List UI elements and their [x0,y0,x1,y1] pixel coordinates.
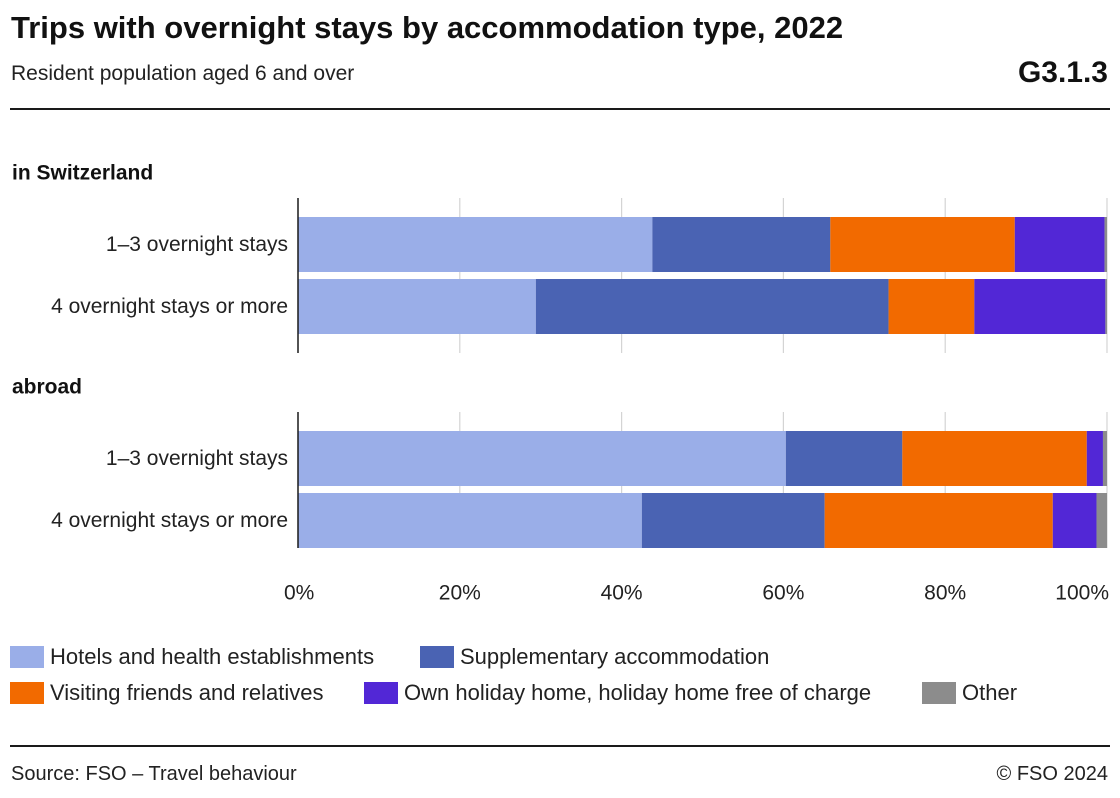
bar-segment [888,279,975,334]
footer-divider [10,745,1110,747]
bar-segment [1014,217,1105,272]
legend-item-visiting: Visiting friends and relatives [10,678,324,708]
chart-title: Trips with overnight stays by accommodat… [11,10,844,45]
x-tick-label: 100% [1055,582,1109,605]
copyright-note: © FSO 2024 [996,763,1108,785]
bar-segment [652,217,831,272]
bar-segment [641,493,825,548]
x-tick-label: 40% [601,582,643,605]
x-tick-label: 80% [924,582,966,605]
bar-segment [974,279,1106,334]
bar-segment [830,217,1015,272]
legend-swatch-supplementary [420,646,454,668]
legend-item-other: Other [922,678,1017,708]
legend-label-holiday-home: Own holiday home, holiday home free of c… [404,680,872,705]
legend-label-supplementary: Supplementary accommodation [460,644,770,669]
bar-segment [1052,493,1097,548]
source-note: Source: FSO – Travel behaviour [11,763,297,785]
category-label: 4 overnight stays or more [51,509,288,532]
bar-segment [535,279,889,334]
legend-row-1: Hotels and health establishments Supplem… [10,642,1110,678]
category-label: 4 overnight stays or more [51,295,288,318]
bar-segment [1105,279,1107,334]
bar-segment [902,431,1087,486]
legend-swatch-visiting [10,682,44,704]
bar-segment [1096,493,1107,548]
bar-segment [298,279,536,334]
legend-swatch-holiday-home [364,682,398,704]
legend-item-supplementary: Supplementary accommodation [420,642,769,672]
group-label: in Switzerland [12,162,153,185]
legend-label-hotels: Hotels and health establishments [50,644,375,669]
legend-item-holiday-home: Own holiday home, holiday home free of c… [364,678,871,708]
x-tick-label: 60% [762,582,804,605]
group-label: abroad [12,376,82,399]
legend-swatch-hotels [10,646,44,668]
bar-segment [824,493,1053,548]
stacked-bar-chart: in Switzerland 1–3 overnight stays 4 overn… [12,162,1109,605]
chart-code: G3.1.3 [1017,56,1108,89]
legend-label-other: Other [962,680,1018,705]
chart-subtitle: Resident population aged 6 and over [11,62,355,85]
category-label: 1–3 overnight stays [106,447,288,470]
bar-segment [298,493,642,548]
legend-label-visiting: Visiting friends and relatives [50,680,324,705]
x-tick-label: 0% [284,582,314,605]
bar-segment [298,217,653,272]
bar-segment [298,431,786,486]
x-tick-label: 20% [439,582,481,605]
bar-segment [1086,431,1103,486]
legend-item-hotels: Hotels and health establishments [10,642,374,672]
chart-legend: Hotels and health establishments Supplem… [10,642,1110,714]
legend-row-2: Visiting friends and relatives Own holid… [10,678,1110,714]
legend-swatch-other [922,682,956,704]
bar-segment [1104,217,1107,272]
bar-segment [1102,431,1107,486]
category-label: 1–3 overnight stays [106,233,288,256]
header-divider [10,108,1110,110]
bar-segment [785,431,903,486]
